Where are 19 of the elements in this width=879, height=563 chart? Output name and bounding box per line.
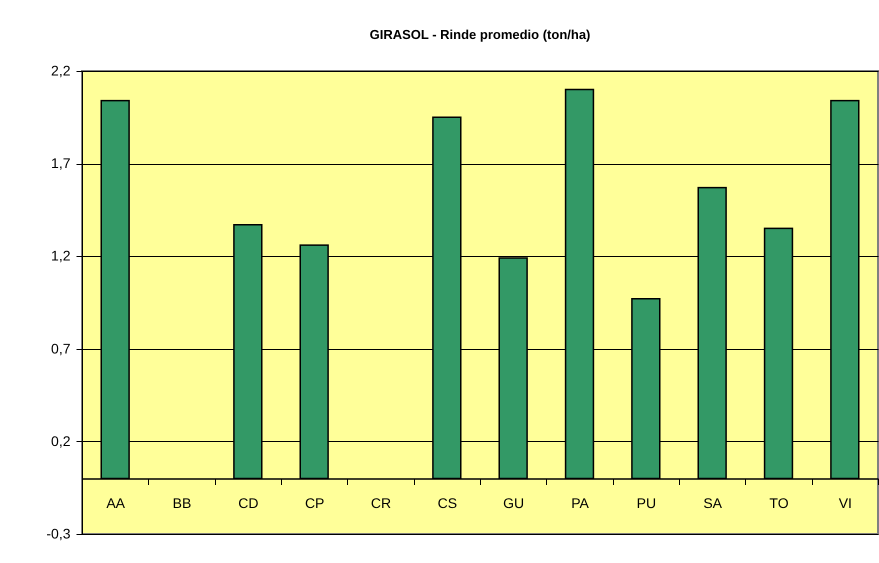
x-tick-label: CD [238, 494, 258, 511]
x-tick-label: CP [304, 494, 324, 511]
chart-title: GIRASOL - Rinde promedio (ton/ha) [370, 27, 590, 42]
y-tick-label: 0,7 [51, 340, 71, 356]
x-tick-label: AA [106, 494, 126, 511]
x-tick-label: CR [370, 494, 392, 511]
x-tick-label: BB [172, 494, 192, 511]
y-tick-label: 0,2 [51, 432, 71, 449]
y-tick-label: -0,3 [46, 526, 71, 542]
x-tick-label: GU [503, 494, 524, 511]
y-tick-label: 1,2 [51, 248, 71, 264]
x-tick-label: VI [838, 494, 852, 511]
x-tick-label: CS [438, 494, 458, 511]
x-tick-label: PA [571, 494, 590, 511]
y-tick-label: 1,7 [51, 155, 71, 172]
y-tick-label: 2,2 [51, 62, 71, 78]
x-tick-label: PU [636, 494, 656, 511]
x-tick-label: TO [769, 494, 789, 511]
x-tick-label: SA [703, 494, 723, 511]
